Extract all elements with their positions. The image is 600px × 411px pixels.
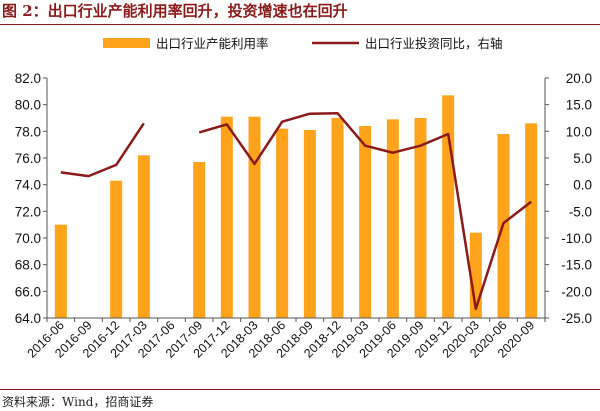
- bar-2019-06: [386, 119, 399, 318]
- figure-title: 图 2：出口行业产能利用率回升，投资增速也在回升: [2, 2, 348, 20]
- bar-2017-09: [193, 162, 206, 318]
- bar-2020-09: [525, 123, 538, 318]
- left-tick-label: 82.0: [15, 71, 41, 86]
- right-tick-label: -20.0: [561, 284, 592, 299]
- series-line-segment: [60, 122, 145, 178]
- bar-2016-12: [110, 180, 123, 318]
- right-tick-label: 20.0: [566, 71, 592, 86]
- right-tick-label: 0.0: [573, 178, 592, 193]
- bar-2018-03: [248, 116, 261, 319]
- legend-swatch-bar: [103, 38, 150, 48]
- legend: 出口行业产能利用率 出口行业投资同比，右轴: [103, 36, 503, 51]
- series-line-segment: [198, 111, 532, 311]
- right-tick-label: 10.0: [566, 124, 592, 139]
- left-tick-label: 76.0: [15, 151, 41, 166]
- bar-2019-03: [359, 126, 372, 318]
- left-tick-label: 74.0: [15, 178, 41, 193]
- left-tick-label: 64.0: [15, 311, 41, 326]
- right-tick-label: 5.0: [573, 151, 592, 166]
- left-tick-label: 80.0: [15, 98, 41, 113]
- legend-label-bar: 出口行业产能利用率: [156, 36, 269, 51]
- bar-2017-12: [220, 116, 233, 319]
- right-tick-label: -10.0: [561, 231, 592, 246]
- left-tick-label: 70.0: [15, 231, 41, 246]
- right-tick-label: -5.0: [569, 204, 592, 219]
- left-tick-label: 72.0: [15, 204, 41, 219]
- right-tick-label: 15.0: [566, 98, 592, 113]
- bar-2018-09: [303, 130, 316, 318]
- plot-area: [54, 95, 538, 319]
- bar-2019-09: [414, 118, 427, 318]
- title-rule: [0, 24, 600, 25]
- bar-2017-03: [137, 155, 150, 318]
- source-note: 资料来源：Wind，招商证券: [2, 395, 154, 409]
- bar-2018-12: [331, 118, 344, 318]
- right-tick-label: -25.0: [561, 311, 592, 326]
- right-tick-label: -15.0: [561, 258, 592, 273]
- bar-2019-12: [442, 95, 455, 318]
- bar-2018-06: [276, 128, 289, 318]
- left-tick-label: 66.0: [15, 284, 41, 299]
- legend-label-line: 出口行业投资同比，右轴: [365, 36, 503, 51]
- bar-2016-06: [54, 224, 67, 318]
- left-tick-label: 68.0: [15, 258, 41, 273]
- left-tick-label: 78.0: [15, 124, 41, 139]
- source-rule: [0, 389, 600, 390]
